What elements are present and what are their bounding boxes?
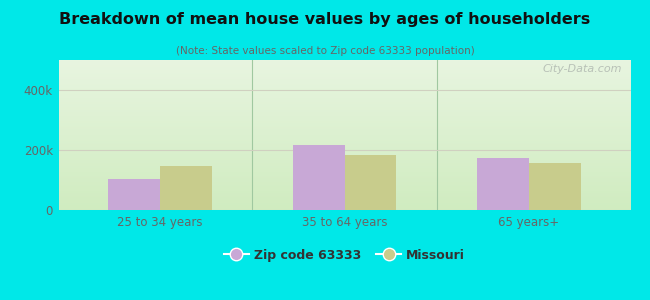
Legend: Zip code 63333, Missouri: Zip code 63333, Missouri: [219, 244, 470, 267]
Bar: [293, 145, 345, 210]
Text: (Note: State values scaled to Zip code 63333 population): (Note: State values scaled to Zip code 6…: [176, 46, 474, 56]
Text: City-Data.com: City-Data.com: [542, 64, 622, 74]
Bar: [529, 163, 580, 210]
Bar: [160, 166, 212, 210]
Bar: [477, 158, 529, 210]
Bar: [344, 154, 396, 210]
Text: Breakdown of mean house values by ages of householders: Breakdown of mean house values by ages o…: [59, 12, 591, 27]
Bar: [109, 178, 160, 210]
